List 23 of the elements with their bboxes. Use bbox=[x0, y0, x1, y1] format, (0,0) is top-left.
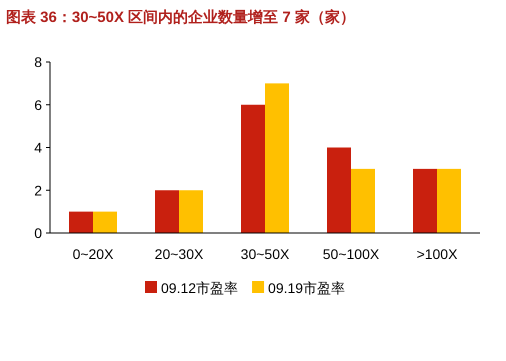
bar bbox=[413, 168, 437, 233]
bar bbox=[155, 190, 179, 233]
bar bbox=[69, 212, 93, 233]
chart-title: 图表 36：30~50X 区间内的企业数量增至 7 家（家） bbox=[6, 8, 355, 26]
x-tick-label: >100X bbox=[416, 246, 458, 262]
bar bbox=[437, 168, 461, 233]
x-tick-label: 50~100X bbox=[322, 246, 380, 262]
x-tick-label: 0~20X bbox=[72, 246, 114, 262]
x-tick-label: 20~30X bbox=[154, 246, 204, 262]
bar bbox=[351, 168, 375, 233]
bar bbox=[241, 104, 265, 233]
y-tick-label: 0 bbox=[34, 225, 42, 241]
y-tick-label: 4 bbox=[34, 140, 42, 156]
legend-label: 09.12市盈率 bbox=[161, 280, 238, 296]
x-tick-label: 30~50X bbox=[240, 246, 290, 262]
y-tick-label: 8 bbox=[34, 54, 42, 70]
bar bbox=[93, 212, 117, 233]
y-tick-label: 2 bbox=[34, 182, 42, 198]
y-tick-label: 6 bbox=[34, 96, 42, 113]
legend-label: 09.19市盈率 bbox=[268, 280, 346, 296]
bar bbox=[179, 190, 203, 233]
bar bbox=[265, 83, 289, 233]
bar bbox=[327, 148, 351, 233]
